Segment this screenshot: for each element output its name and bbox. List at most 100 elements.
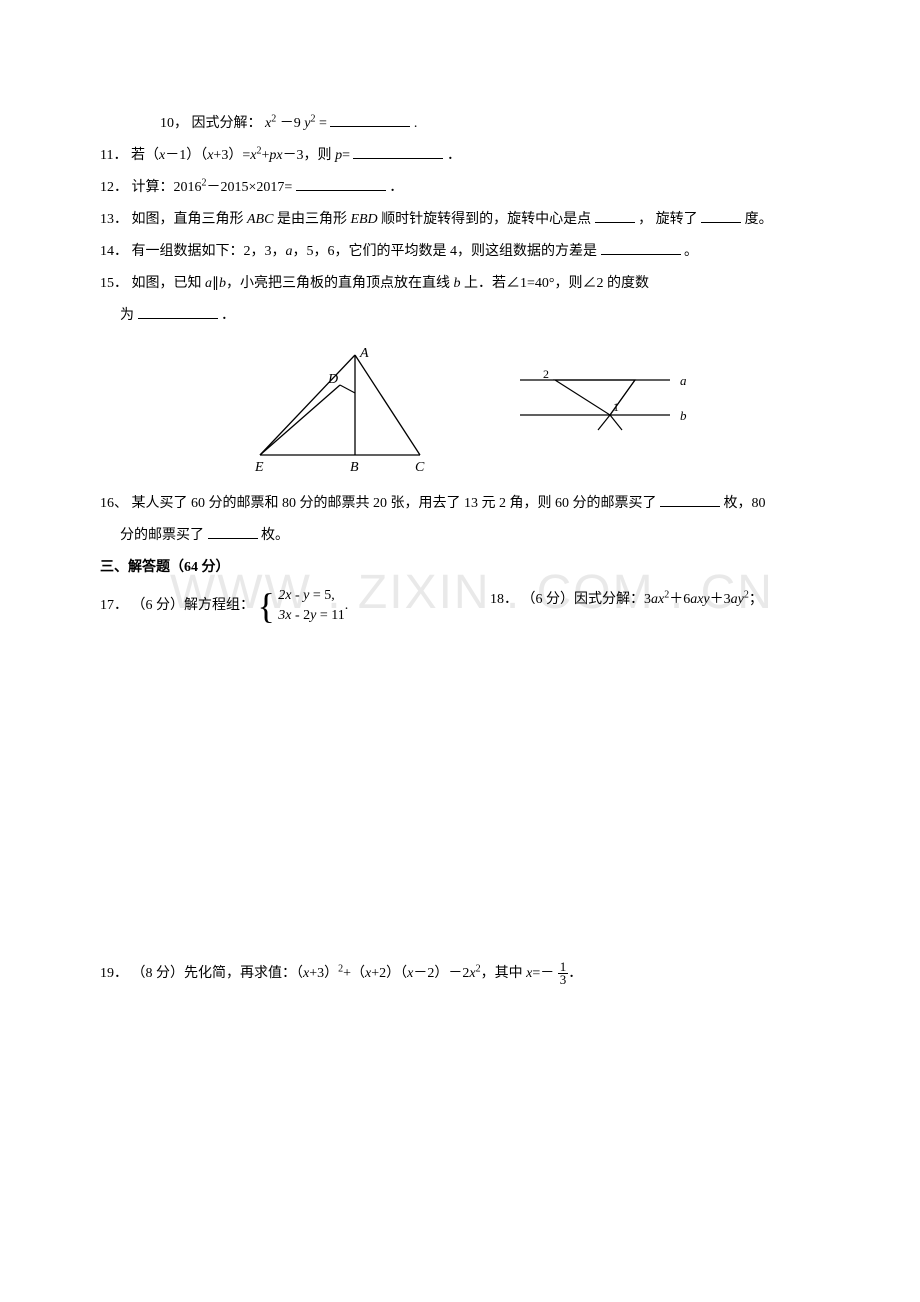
- par-sym: ∥: [212, 276, 219, 291]
- page-content: 10， 因式分解： x2 －9 y2 = . 11． 若（x－1）（x+3）=x…: [0, 0, 920, 1032]
- equation-system: { 2x - y = 5, 3x - 2y = 11: [258, 586, 345, 626]
- q19-t: （8 分）先化简，再求值：（: [132, 966, 304, 981]
- question-16-line2: 分的邮票买了 枚。: [100, 522, 840, 550]
- blank: [330, 112, 410, 127]
- q12-tail: ．: [389, 180, 403, 195]
- q18-tail: ；: [749, 592, 763, 607]
- q10-text: 因式分解：: [192, 116, 262, 131]
- q17-q18-row: 17． （6 分）解方程组： { 2x - y = 5, 3x - 2y = 1…: [100, 586, 840, 630]
- q11-tail: ．: [447, 148, 461, 163]
- q11-t: －1）（: [165, 148, 207, 163]
- label-A: A: [359, 346, 369, 361]
- var-ebd: EBD: [350, 212, 377, 227]
- q11-num: 11．: [100, 148, 127, 163]
- q14-tail: 。: [684, 244, 698, 259]
- angle-1: 1: [613, 400, 619, 414]
- question-12: 12． 计算：20162－2015×2017= ．: [100, 174, 840, 202]
- q12-t: －2015×2017=: [207, 180, 293, 195]
- question-18: 18． （6 分）因式分解：3ax2＋6axy＋3ay2；: [490, 586, 763, 614]
- q15-num: 15．: [100, 276, 128, 291]
- var-b: b: [454, 276, 461, 291]
- c: = 5,: [309, 588, 334, 603]
- var-b: b: [219, 276, 226, 291]
- label-E: E: [254, 460, 264, 475]
- q10-mid: －9: [280, 116, 301, 131]
- q17-num: 17．: [100, 598, 128, 613]
- q15-t: 如图，已知: [132, 276, 206, 291]
- var-abc: ABC: [247, 212, 273, 227]
- q13-num: 13．: [100, 212, 128, 227]
- q15-t: ，小亮把三角板的直角顶点放在直线: [226, 276, 454, 291]
- q18-num: 18．: [490, 592, 518, 607]
- q19-t: +（: [343, 966, 365, 981]
- question-16: 16、 某人买了 60 分的邮票和 80 分的邮票共 20 张，用去了 13 元…: [100, 490, 840, 518]
- op: - 2: [292, 608, 311, 623]
- section-3-heading: 三、解答题（64 分）: [100, 554, 840, 582]
- q19-t: =－: [532, 966, 554, 981]
- question-15-line2: 为 ．: [100, 302, 840, 330]
- q18-t: （6 分）因式分解：3: [522, 592, 652, 607]
- c: = 11: [316, 608, 344, 623]
- q15-l2: 为: [120, 308, 134, 323]
- q18-t: ＋3: [710, 592, 731, 607]
- fraction: 1 3: [558, 961, 569, 986]
- q15-t: 上．若∠1=40°，则∠2 的度数: [461, 276, 650, 291]
- q11-t: +3）=: [213, 148, 250, 163]
- var-p: p: [335, 148, 342, 163]
- eq2: 3x - 2y = 11: [278, 608, 345, 623]
- q16-t: 某人买了 60 分的邮票和 80 分的邮票共 20 张，用去了 13 元 2 角…: [132, 496, 657, 511]
- blank: [208, 524, 258, 539]
- blank: [296, 176, 386, 191]
- var-a: a: [205, 276, 212, 291]
- q19-tail: ．: [568, 966, 582, 981]
- blank: [595, 208, 635, 223]
- angle-2: 2: [543, 367, 549, 381]
- var-ax: ax: [651, 592, 664, 607]
- q16-l2: 分的邮票买了: [120, 528, 204, 543]
- label-C: C: [415, 460, 425, 475]
- question-10: 10， 因式分解： x2 －9 y2 = .: [100, 110, 840, 138]
- q19-t: －2）－2: [413, 966, 469, 981]
- q13-t: 如图，直角三角形: [132, 212, 248, 227]
- question-13: 13． 如图，直角三角形 ABC 是由三角形 EBD 顺时针旋转得到的，旋转中心…: [100, 206, 840, 234]
- q14-t: ，5，6，它们的平均数是 4，则这组数据的方差是: [293, 244, 598, 259]
- q14-num: 14．: [100, 244, 128, 259]
- var-a: a: [286, 244, 293, 259]
- question-11: 11． 若（x－1）（x+3）=x2+px－3，则 p= ．: [100, 142, 840, 170]
- question-14: 14． 有一组数据如下：2，3，a，5，6，它们的平均数是 4，则这组数据的方差…: [100, 238, 840, 266]
- q17-t: （6 分）解方程组：: [132, 598, 255, 613]
- left-brace-icon: {: [258, 588, 275, 624]
- question-17: 17． （6 分）解方程组： { 2x - y = 5, 3x - 2y = 1…: [100, 586, 490, 626]
- triangle-figure: A D E B C: [240, 345, 440, 475]
- question-19: 19． （8 分）先化简，再求值：（x+3）2+（x+2）（x－2）－2x2，其…: [100, 960, 840, 988]
- frac-den: 3: [558, 974, 569, 986]
- q16-t: 枚。: [261, 528, 289, 543]
- var-ay: ay: [731, 592, 744, 607]
- q13-t: ， 旋转了: [638, 212, 698, 227]
- q17-dot: .: [345, 598, 349, 613]
- q13-t: 顺时针旋转得到的，旋转中心是点: [378, 212, 592, 227]
- op: -: [292, 588, 304, 603]
- q12-num: 12．: [100, 180, 128, 195]
- q18-t: ＋6: [669, 592, 690, 607]
- eq1: 2x - y = 5,: [278, 588, 335, 603]
- q14-t: 有一组数据如下：2，3，: [132, 244, 286, 259]
- q19-t: ，其中: [481, 966, 527, 981]
- q11-t: 若（: [131, 148, 159, 163]
- q19-t: +3）: [309, 966, 338, 981]
- question-15: 15． 如图，已知 a∥b，小亮把三角板的直角顶点放在直线 b 上．若∠1=40…: [100, 270, 840, 298]
- var-axy: axy: [690, 592, 709, 607]
- q10-eq: =: [319, 116, 327, 131]
- blank: [601, 240, 681, 255]
- label-D: D: [327, 372, 338, 387]
- eq-lines: 2x - y = 5, 3x - 2y = 11: [278, 586, 345, 626]
- q13-t: 度。: [745, 212, 773, 227]
- q10-tail: .: [414, 116, 418, 131]
- q19-t: +2）（: [371, 966, 407, 981]
- q16-num: 16、: [100, 496, 128, 511]
- label-b: b: [680, 408, 687, 423]
- blank: [660, 492, 720, 507]
- blank: [701, 208, 741, 223]
- sup-2: 2: [271, 113, 276, 124]
- q15-tail: ．: [221, 308, 235, 323]
